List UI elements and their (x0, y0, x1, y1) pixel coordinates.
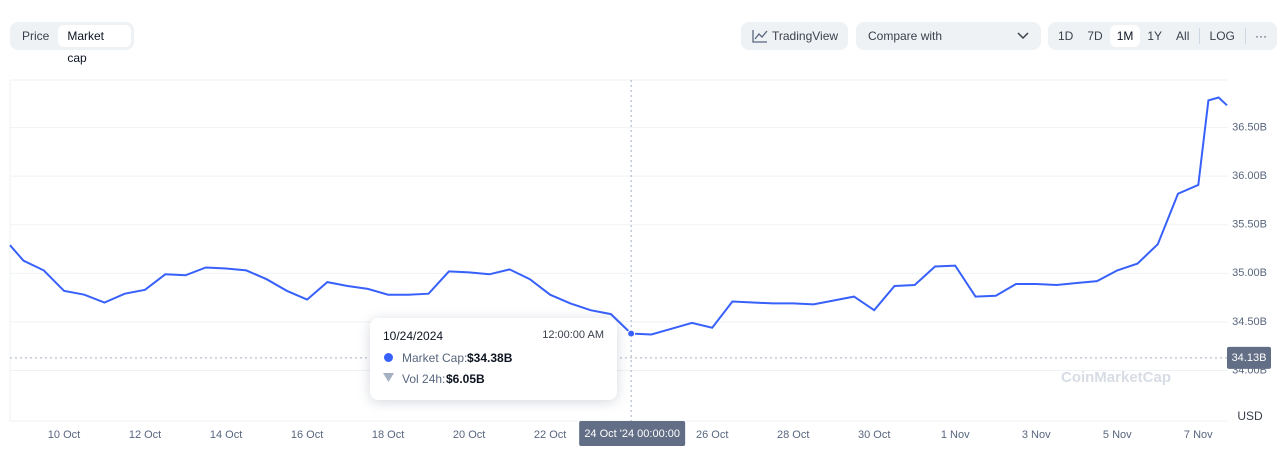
price-marker-label: 34.13B (1232, 352, 1267, 364)
icon (752, 30, 768, 43)
x-tick-label: 20 Oct (453, 429, 485, 441)
volume-icon (383, 373, 394, 382)
more[interactable]: ··· (1254, 29, 1267, 43)
y-tick-label: 34.50B (1232, 316, 1267, 328)
legend-dot (384, 353, 393, 362)
line (9, 96, 1228, 336)
tab[interactable]: Market cap (58, 25, 131, 65)
tooltip: 10/24/2024 12:00:00 AM Market Cap: $34.3… (370, 318, 617, 400)
x-tick-label: 5 Nov (1103, 429, 1132, 441)
tooltip-label: Market Cap: (402, 351, 468, 365)
tooltip-label: Vol 24h: (402, 372, 446, 386)
x-tick-label: 10 Oct (48, 429, 80, 441)
x-tick-label: 7 Nov (1184, 429, 1213, 441)
y-tick-label: 35.00B (1232, 267, 1267, 279)
range[interactable]: 7D (1087, 29, 1103, 43)
x-tick-label: 26 Oct (696, 429, 728, 441)
range[interactable]: All (1176, 29, 1190, 43)
y-tick-label: 36.50B (1232, 122, 1267, 134)
range[interactable]: 1Y (1147, 29, 1163, 43)
x-tick-label: 28 Oct (777, 429, 809, 441)
tradingview-button[interactable]: TradingView (741, 22, 848, 50)
y-tick-label: 35.50B (1232, 219, 1267, 231)
x-tick-label: 1 Nov (941, 429, 970, 441)
price-marker-box (1227, 346, 1271, 369)
watermark: CoinMarketCap (1061, 369, 1171, 386)
label: Compare with (868, 29, 943, 43)
label: TradingView (772, 29, 839, 43)
y-unit: USD (1237, 409, 1263, 423)
x-tick-label: 22 Oct (534, 429, 566, 441)
x-tick-label: 16 Oct (291, 429, 323, 441)
tooltip-value: $6.05B (446, 372, 485, 386)
range-tabs: 1D 7D 1M 1Y All LOG ··· (1048, 22, 1277, 50)
x-tick-label: 3 Nov (1022, 429, 1051, 441)
tab[interactable]: Price (22, 29, 50, 43)
tooltip-time: 12:00:00 AM (542, 329, 604, 341)
x-tick-label: 18 Oct (372, 429, 404, 441)
range[interactable]: 1M (1109, 25, 1141, 47)
crosshair-point (627, 329, 636, 338)
chevron (1017, 32, 1029, 40)
range[interactable]: LOG (1209, 29, 1235, 43)
crosshair-label: 24 Oct '24 00:00:00 (584, 428, 680, 440)
y-tick-label: 34.00B (1232, 364, 1267, 376)
range[interactable]: 1D (1058, 29, 1074, 43)
x-tick-label: 30 Oct (858, 429, 890, 441)
compare-select[interactable]: Compare with (856, 22, 1041, 50)
crosshair-label-box (579, 421, 686, 446)
view-tabs: Price Market cap (10, 22, 134, 65)
x-tick-label: 14 Oct (210, 429, 242, 441)
tooltip-date: 10/24/2024 (383, 329, 444, 343)
tooltip-value: $34.38B (467, 351, 513, 365)
y-tick-label: 36.00B (1232, 170, 1267, 182)
x-tick-label: 12 Oct (129, 429, 161, 441)
